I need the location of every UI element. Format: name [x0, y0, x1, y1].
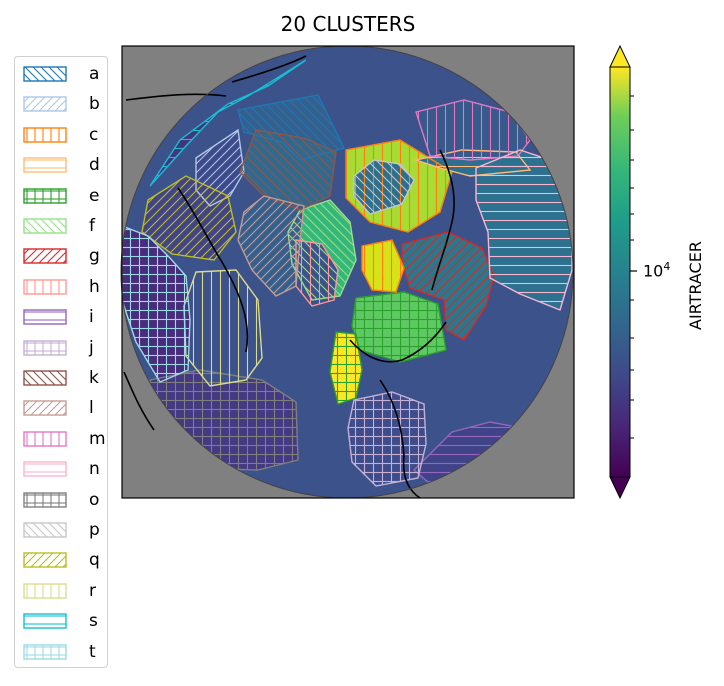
- legend-label: a: [89, 64, 100, 84]
- legend-swatch-p: [23, 522, 67, 538]
- legend-item-a: a: [23, 64, 107, 84]
- cluster-region-p: [353, 159, 415, 215]
- legend-label: e: [89, 185, 100, 206]
- legend-swatch-j: [23, 339, 67, 356]
- legend-item-c: c: [23, 125, 107, 145]
- cluster-region-m: [415, 99, 531, 161]
- colorbar-tick-label: 104: [643, 260, 671, 281]
- legend-label: h: [89, 276, 100, 297]
- legend-label: d: [89, 155, 100, 176]
- legend-swatch-d: [23, 157, 67, 173]
- colorbar-ticks: [630, 95, 637, 439]
- legend-label: m: [89, 428, 106, 449]
- legend-item-r: r: [23, 581, 107, 601]
- legend-label: c: [89, 124, 99, 145]
- legend-swatch-c: [23, 127, 67, 143]
- legend-item-m: m: [23, 429, 107, 449]
- coastline-layer: [123, 55, 455, 499]
- legend-label: i: [89, 307, 94, 328]
- map-frame: [121, 45, 575, 499]
- coastline: [123, 371, 155, 431]
- coastline: [431, 149, 455, 291]
- legend-swatch-n: [23, 461, 67, 477]
- cluster-region-e: [351, 291, 447, 363]
- legend-swatch-s: [23, 613, 67, 629]
- coastline: [177, 187, 249, 353]
- legend-item-j: j: [23, 338, 107, 358]
- legend-label: j: [89, 337, 94, 358]
- legend-item-t: t: [23, 642, 107, 662]
- legend-item-d: d: [23, 155, 107, 175]
- coastline: [125, 55, 307, 101]
- legend-label: t: [89, 641, 96, 662]
- legend-item-f: f: [23, 216, 107, 236]
- legend-label: g: [89, 246, 100, 267]
- legend-label: p: [89, 520, 100, 540]
- cluster-region-n: [475, 149, 573, 311]
- cluster-region-c: [361, 239, 405, 293]
- colorbar-label: AIRTRACER: [686, 241, 705, 330]
- legend-swatch-b: [23, 96, 67, 113]
- legend-item-i: i: [23, 307, 107, 327]
- legend-label: l: [89, 398, 94, 419]
- legend-label: o: [89, 489, 100, 510]
- legend-swatch-t: [23, 643, 67, 660]
- legend-swatch-l: [23, 400, 67, 417]
- legend-item-g: g: [23, 246, 107, 266]
- legend-swatch-m: [23, 431, 67, 447]
- cluster-region-t: [121, 224, 191, 383]
- cluster-region-k: [239, 129, 337, 211]
- legend-swatch-r: [23, 583, 67, 599]
- legend-swatch-f: [23, 218, 67, 234]
- coastline: [379, 379, 421, 499]
- legend-label: n: [89, 459, 100, 480]
- chart-title: 20 CLUSTERS: [280, 12, 416, 36]
- legend-swatch-a: [23, 66, 67, 82]
- legend-swatch-h: [23, 279, 67, 295]
- colorbar-extend-min: [609, 476, 631, 500]
- legend-swatch-g: [23, 248, 67, 265]
- legend-swatch-k: [23, 370, 67, 386]
- legend-item-h: h: [23, 277, 107, 297]
- legend-item-n: n: [23, 459, 107, 479]
- legend-item-o: o: [23, 490, 107, 510]
- legend-swatch-q: [23, 552, 67, 569]
- cluster-region-l: [237, 195, 305, 297]
- legend-swatch-o: [23, 491, 67, 508]
- legend-label: q: [89, 550, 100, 571]
- colorbar: [609, 44, 637, 500]
- legend-item-e: e: [23, 186, 107, 206]
- legend-label: s: [89, 611, 98, 632]
- colorbar-extend-max: [609, 44, 631, 68]
- legend-label: b: [89, 94, 100, 115]
- legend-item-s: s: [23, 611, 107, 631]
- cluster-region-g: [401, 231, 495, 341]
- legend-label: k: [89, 368, 99, 388]
- legend-label: f: [89, 216, 95, 236]
- legend-swatch-e: [23, 187, 67, 204]
- legend-item-q: q: [23, 550, 107, 570]
- legend-item-l: l: [23, 398, 107, 418]
- legend-item-p: p: [23, 520, 107, 540]
- cluster-region-j: [347, 391, 427, 487]
- cluster-region-s: [149, 59, 307, 187]
- legend-item-k: k: [23, 368, 107, 388]
- coastline: [349, 321, 447, 363]
- cluster-region-e: [329, 331, 363, 405]
- colorbar-body: [609, 66, 631, 478]
- legend-label: r: [89, 580, 96, 601]
- legend-item-b: b: [23, 94, 107, 114]
- legend-swatch-i: [23, 309, 67, 325]
- cluster-regions: [121, 59, 573, 487]
